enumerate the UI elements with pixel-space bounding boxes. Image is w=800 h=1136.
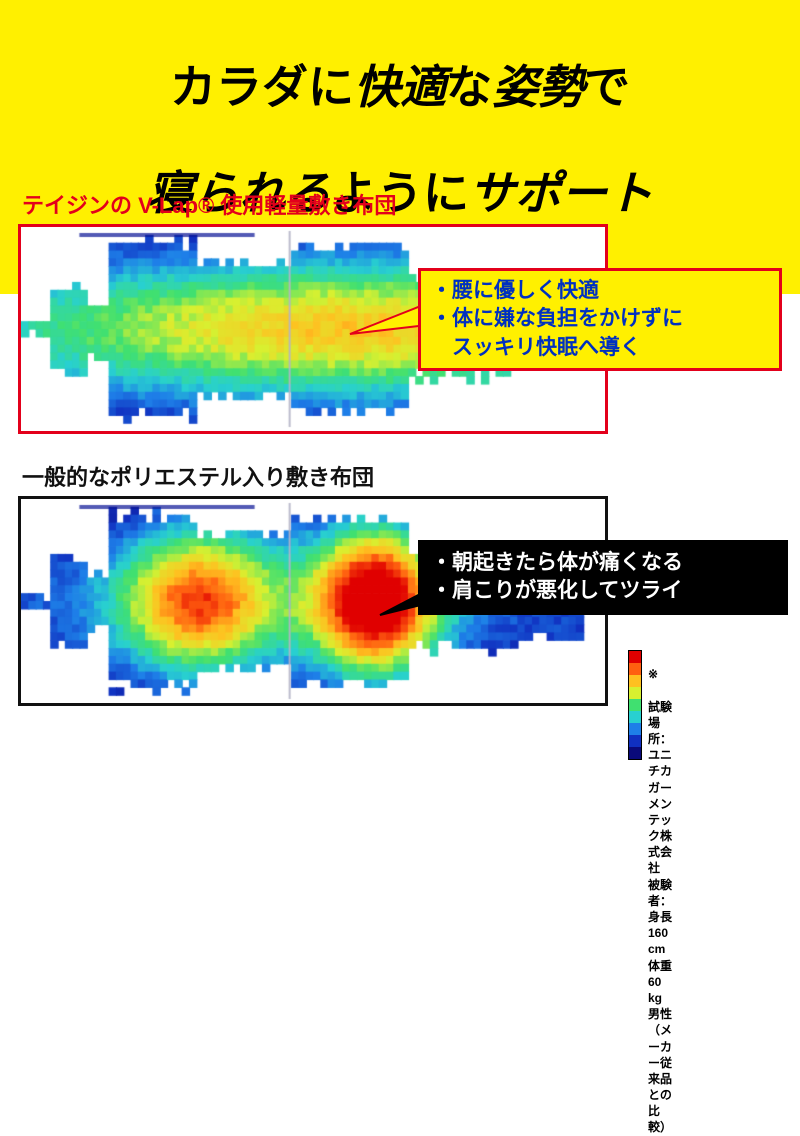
callout-line: ・腰に優しく快適 xyxy=(431,277,769,305)
callout-line: ・肩こりが悪化してツライ xyxy=(431,577,775,605)
legend: ※ 試験場所： ユニチカガーメンテック株式会社 被験者：身長 160 cm 体重… xyxy=(628,650,642,760)
panel-title-standard: 一般的なポリエステル入り敷き布団 xyxy=(18,460,608,492)
headline-part: で xyxy=(584,61,630,113)
callout-line: スッキリ快眠へ導く xyxy=(431,334,769,362)
legend-text: ※ 試験場所： ユニチカガーメンテック株式会社 被験者：身長 160 cm 体重… xyxy=(648,650,674,1136)
legend-body: 試験場所： ユニチカガーメンテック株式会社 被験者：身長 160 cm 体重 6… xyxy=(648,700,674,1135)
legend-colorbar xyxy=(628,650,642,760)
panel-title-vlap: テイジンの V-Lap® 使用軽量敷き布団 xyxy=(18,188,608,220)
callout-line: ・朝起きたら体が痛くなる xyxy=(431,549,775,577)
headline-part: カラダに xyxy=(170,61,354,113)
headline-em: 快適 xyxy=(354,61,446,113)
legend-note-symbol: ※ xyxy=(648,667,658,681)
callout-line: ・体に嫌な負担をかけずに xyxy=(431,305,769,333)
callout-vlap: ・腰に優しく快適・体に嫌な負担をかけずに スッキリ快眠へ導く xyxy=(418,268,782,371)
headline-part: な xyxy=(446,61,492,113)
callout-standard: ・朝起きたら体が痛くなる・肩こりが悪化してツライ xyxy=(418,540,788,615)
headline-em: 姿勢 xyxy=(492,61,584,113)
